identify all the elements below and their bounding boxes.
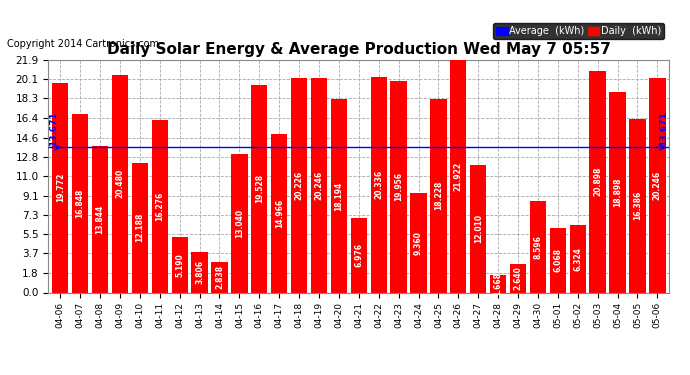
Bar — [629, 118, 646, 292]
Text: 18.228: 18.228 — [434, 181, 443, 210]
Bar — [132, 163, 148, 292]
Bar — [331, 99, 347, 292]
Text: 1.668: 1.668 — [493, 272, 502, 296]
Text: 12.188: 12.188 — [135, 213, 144, 243]
Bar — [371, 76, 387, 292]
Bar — [530, 201, 546, 292]
Text: 8.596: 8.596 — [533, 235, 542, 259]
Text: 14.966: 14.966 — [275, 198, 284, 228]
Bar — [550, 228, 566, 292]
Text: Copyright 2014 Cartronics.com: Copyright 2014 Cartronics.com — [7, 39, 159, 50]
Text: 6.068: 6.068 — [553, 248, 562, 272]
Text: 3.806: 3.806 — [195, 260, 204, 284]
Text: 18.898: 18.898 — [613, 177, 622, 207]
Bar — [450, 60, 466, 292]
Text: 20.898: 20.898 — [593, 167, 602, 196]
Bar — [112, 75, 128, 292]
Title: Daily Solar Energy & Average Production Wed May 7 05:57: Daily Solar Energy & Average Production … — [107, 42, 611, 57]
Text: 20.246: 20.246 — [653, 171, 662, 200]
Bar — [609, 92, 626, 292]
Bar — [351, 219, 367, 292]
Text: 2.640: 2.640 — [513, 267, 522, 290]
Bar — [92, 146, 108, 292]
Bar — [291, 78, 307, 292]
Bar — [52, 82, 68, 292]
Bar — [589, 70, 606, 292]
Text: 19.772: 19.772 — [56, 173, 65, 202]
Text: 2.838: 2.838 — [215, 266, 224, 290]
Text: 16.276: 16.276 — [155, 192, 164, 221]
Bar — [310, 78, 327, 292]
Text: 20.480: 20.480 — [115, 169, 124, 198]
Text: 20.246: 20.246 — [315, 171, 324, 200]
Text: 5.190: 5.190 — [175, 253, 184, 277]
Bar — [191, 252, 208, 292]
Text: 18.194: 18.194 — [335, 181, 344, 210]
Bar — [431, 99, 446, 292]
Text: 13.671: 13.671 — [49, 111, 58, 146]
Bar — [391, 81, 407, 292]
Text: 19.956: 19.956 — [394, 172, 403, 201]
Text: 13.844: 13.844 — [95, 204, 105, 234]
Text: 13.671: 13.671 — [660, 111, 669, 146]
Bar — [470, 165, 486, 292]
Bar — [510, 264, 526, 292]
Bar — [172, 237, 188, 292]
Text: 12.010: 12.010 — [474, 214, 483, 243]
Bar — [231, 154, 248, 292]
Bar — [72, 114, 88, 292]
Legend: Average  (kWh), Daily  (kWh): Average (kWh), Daily (kWh) — [493, 23, 664, 39]
Bar — [271, 134, 287, 292]
Bar — [649, 78, 666, 292]
Bar — [411, 193, 426, 292]
Text: 20.336: 20.336 — [374, 170, 383, 199]
Text: 21.922: 21.922 — [454, 162, 463, 191]
Bar — [251, 85, 268, 292]
Text: 6.976: 6.976 — [354, 243, 364, 267]
Text: 6.324: 6.324 — [573, 247, 582, 271]
Text: 20.226: 20.226 — [295, 171, 304, 200]
Text: 13.040: 13.040 — [235, 209, 244, 238]
Bar — [569, 225, 586, 292]
Bar — [152, 120, 168, 292]
Text: 9.360: 9.360 — [414, 231, 423, 255]
Bar — [490, 275, 506, 292]
Text: 16.386: 16.386 — [633, 191, 642, 220]
Text: 16.848: 16.848 — [76, 188, 85, 218]
Bar — [211, 262, 228, 292]
Text: 19.528: 19.528 — [255, 174, 264, 203]
